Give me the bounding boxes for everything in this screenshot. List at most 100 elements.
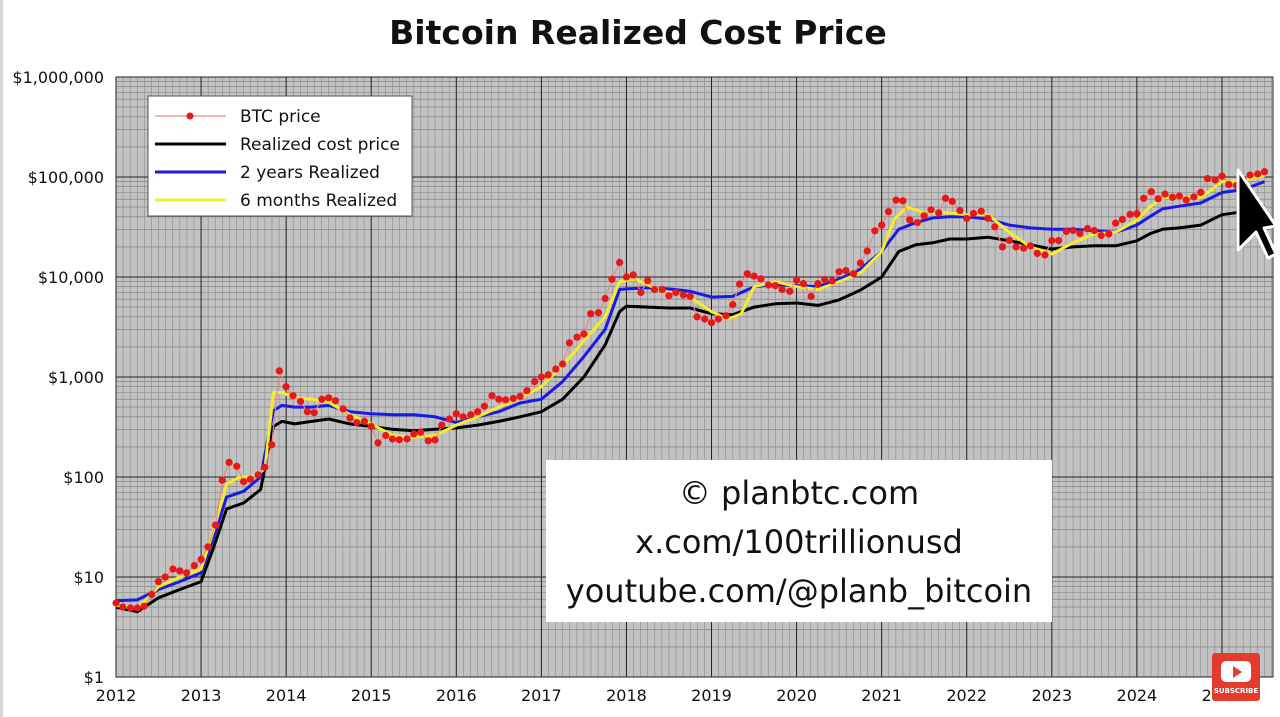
- btc-price-point: [658, 285, 666, 294]
- btc-price-point: [176, 567, 184, 575]
- legend-marker-btc-price: [186, 112, 194, 120]
- legend-item-realized-cost-price: Realized cost price: [155, 135, 400, 155]
- btc-price-point: [488, 392, 496, 400]
- btc-price-point: [935, 209, 943, 217]
- btc-price-point: [565, 339, 574, 347]
- btc-price-point: [544, 371, 552, 379]
- btc-price-point: [119, 603, 127, 611]
- btc-price-point: [892, 196, 900, 204]
- btc-price-point: [1260, 168, 1269, 176]
- btc-price-point: [991, 223, 999, 231]
- x-tick-label: 2014: [266, 686, 307, 705]
- btc-price-point: [977, 207, 985, 215]
- btc-price-point: [211, 521, 220, 529]
- btc-price-point: [1112, 219, 1120, 227]
- btc-price-point: [388, 435, 397, 443]
- btc-price-point: [395, 436, 403, 444]
- btc-price-point: [204, 543, 212, 551]
- btc-price-point: [629, 271, 637, 279]
- btc-price-point: [268, 441, 276, 449]
- btc-price-point: [580, 330, 588, 338]
- btc-price-point: [608, 275, 616, 283]
- btc-price-point: [190, 562, 198, 570]
- subscribe-button[interactable]: SUBSCRIBE: [1212, 653, 1260, 701]
- series-layer: [112, 168, 1269, 614]
- x-tick-label: 2013: [181, 686, 222, 705]
- btc-price-point: [1048, 237, 1056, 245]
- y-tick-label: $10: [73, 568, 104, 587]
- btc-price-point: [233, 462, 241, 470]
- y-tick-label: $100: [63, 468, 104, 487]
- btc-price-point: [1175, 192, 1183, 200]
- btc-price-point: [941, 194, 950, 202]
- btc-price-point: [750, 272, 758, 280]
- btc-price-point: [913, 219, 922, 227]
- btc-price-point: [757, 275, 765, 283]
- legend-label-6-months-realized: 6 months Realized: [240, 191, 397, 211]
- btc-price-point: [403, 435, 411, 443]
- btc-price-point: [1182, 196, 1190, 204]
- btc-price-point: [963, 214, 971, 223]
- btc-price-point: [325, 394, 333, 402]
- btc-price-point: [417, 428, 425, 436]
- btc-price-point: [1069, 226, 1077, 235]
- btc-price-point: [1020, 244, 1028, 252]
- btc-price-point: [1211, 176, 1219, 184]
- btc-price-point: [587, 310, 595, 318]
- btc-price-point: [814, 280, 822, 288]
- legend-label-2-years-realized: 2 years Realized: [240, 163, 380, 183]
- btc-price-point: [722, 312, 730, 320]
- credits-background: [546, 460, 1052, 622]
- btc-price-point: [984, 214, 992, 222]
- btc-price-point: [474, 408, 482, 416]
- btc-price-point: [331, 397, 340, 405]
- btc-price-point: [637, 288, 645, 297]
- credit-site: © planbtc.com: [679, 474, 919, 512]
- btc-price-point: [424, 437, 432, 445]
- btc-price-point: [1012, 243, 1020, 251]
- btc-price-point: [821, 275, 829, 284]
- btc-price-point: [793, 276, 801, 284]
- btc-price-point: [771, 282, 779, 290]
- btc-price-point: [906, 216, 914, 224]
- btc-price-point: [956, 206, 964, 215]
- btc-price-point: [254, 471, 262, 479]
- btc-price-point: [382, 431, 390, 440]
- btc-price-point: [835, 268, 843, 276]
- btc-price-point: [218, 476, 226, 484]
- btc-price-point: [459, 413, 467, 421]
- btc-price-point: [1076, 229, 1084, 238]
- btc-price-point: [289, 392, 297, 400]
- btc-price-point: [516, 392, 524, 400]
- btc-price-point: [452, 410, 460, 418]
- credit-twitter: x.com/100trillionusd: [635, 523, 963, 561]
- btc-price-point: [410, 430, 418, 438]
- btc-price-point: [282, 383, 290, 391]
- btc-price-point: [1005, 236, 1013, 244]
- btc-price-point: [367, 422, 375, 431]
- mouse-cursor-icon: [1236, 168, 1276, 260]
- btc-price-point: [1190, 193, 1198, 201]
- series-line-realized-cost-price: [115, 204, 1265, 614]
- btc-price-point: [445, 415, 454, 423]
- btc-price-point: [856, 259, 865, 267]
- btc-price-point: [1033, 249, 1041, 257]
- btc-price-point: [799, 280, 808, 288]
- btc-price-point: [1218, 172, 1226, 180]
- x-tick-label: 2021: [861, 686, 902, 705]
- x-tick-label: 2024: [1117, 686, 1158, 705]
- btc-price-point: [438, 421, 446, 429]
- btc-price-point: [240, 478, 248, 486]
- btc-price-point: [1118, 215, 1126, 223]
- youtube-play-icon: [1221, 661, 1251, 682]
- btc-price-point: [1055, 237, 1063, 245]
- btc-price-point: [1197, 188, 1205, 196]
- btc-price-point: [927, 206, 935, 214]
- btc-price-point: [828, 277, 836, 285]
- legend: BTC price Realized cost price 2 years Re…: [147, 95, 413, 217]
- btc-price-point: [431, 436, 439, 444]
- x-tick-label: 2017: [521, 686, 562, 705]
- btc-price-point: [318, 395, 326, 403]
- x-tick-label: 2020: [776, 686, 817, 705]
